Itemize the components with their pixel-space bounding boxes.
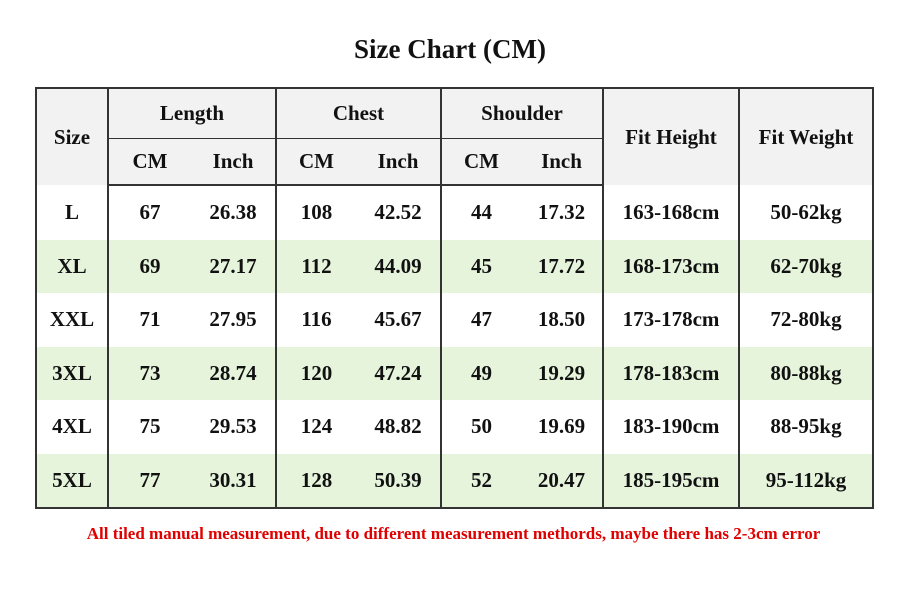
size-label: 4XL [35, 400, 109, 454]
table-cell: 108 [275, 185, 356, 240]
table-cell: 62-70kg [738, 239, 875, 293]
table-row: 5XL 77 30.31 128 50.39 52 20.47 185-195cm 95-112… [35, 453, 875, 509]
size-label: XL [35, 239, 109, 293]
table-cell: 168-173cm [602, 239, 741, 293]
column-header: Length [107, 87, 277, 139]
table-row: Size Length Chest Shoulder Fit Height Fit Wei… [35, 87, 875, 185]
sub-header: Inch [521, 138, 605, 186]
table-cell: 44 [440, 185, 521, 240]
table-cell: 28.74 [191, 346, 277, 400]
table-cell: 50 [440, 400, 521, 454]
table-cell: 17.32 [521, 185, 605, 240]
column-header: Fit Weight [738, 87, 875, 185]
table-cell: 42.52 [356, 185, 442, 240]
table-cell: 95-112kg [738, 453, 875, 509]
table-cell: 173-178cm [602, 293, 741, 347]
table-cell: 116 [275, 293, 356, 347]
table-row: CM Inch CM Inch CM Inch [36, 138, 873, 186]
table-cell: 128 [275, 453, 356, 509]
table-cell: 18.50 [521, 293, 605, 347]
table-cell: 178-183cm [602, 346, 741, 400]
column-header: Fit Height [602, 87, 741, 185]
table-row: 3XL 73 28.74 120 47.24 49 19.29 178-183cm 80-88k… [35, 346, 875, 400]
table-cell: 73 [107, 346, 191, 400]
size-label: L [35, 185, 109, 240]
table-cell: 50-62kg [738, 185, 875, 240]
table-cell: 50.39 [356, 453, 442, 509]
table-cell: 30.31 [191, 453, 277, 509]
table-cell: 52 [440, 453, 521, 509]
table-cell: 75 [107, 400, 191, 454]
table-cell: 44.09 [356, 239, 442, 293]
table-cell: 20.47 [521, 453, 605, 509]
column-header: Shoulder [439, 87, 605, 139]
table-cell: 120 [275, 346, 356, 400]
size-label: 3XL [35, 346, 109, 400]
column-header: Size [35, 87, 109, 185]
size-table: Size Length Chest Shoulder Fit Height Fit Wei… [35, 87, 875, 509]
table-cell: 80-88kg [738, 346, 875, 400]
table-cell: 72-80kg [738, 293, 875, 347]
table-cell: 124 [275, 400, 356, 454]
table-cell: 27.17 [191, 239, 277, 293]
table-cell: 69 [107, 239, 191, 293]
sub-header: Inch [191, 138, 277, 186]
table-cell: 19.29 [521, 346, 605, 400]
table-cell: 47.24 [356, 346, 442, 400]
sub-header: Inch [356, 138, 442, 186]
table-cell: 26.38 [191, 185, 277, 240]
table-cell: 27.95 [191, 293, 277, 347]
table-cell: 45 [440, 239, 521, 293]
note: All tiled manual measurement, due to dif… [86, 524, 821, 543]
table-cell: 49 [440, 346, 521, 400]
table-cell: 19.69 [521, 400, 605, 454]
sub-header: CM [440, 138, 521, 186]
table-cell: 29.53 [191, 400, 277, 454]
table-cell: 163-168cm [602, 185, 741, 240]
size-label: 5XL [35, 453, 109, 509]
table-cell: 47 [440, 293, 521, 347]
table-cell: 17.72 [521, 239, 605, 293]
table-row: XL 69 27.17 112 44.09 45 17.72 168-173cm 62-70kg [35, 239, 875, 293]
table-row: 4XL 75 29.53 124 48.82 50 19.69 183-190cm 88-95k… [35, 400, 875, 454]
table-cell: 112 [275, 239, 356, 293]
table-cell: 183-190cm [602, 400, 741, 454]
table-cell: 88-95kg [738, 400, 875, 454]
size-label: XXL [35, 293, 109, 347]
sub-header: CM [107, 138, 191, 186]
table-cell: 185-195cm [602, 453, 741, 509]
table-cell: 45.67 [356, 293, 442, 347]
column-header: Chest [275, 87, 442, 139]
table-row: L 67 26.38 108 42.52 44 17.32 163-168cm 50-62kg [35, 185, 875, 240]
table-cell: 48.82 [356, 400, 442, 454]
table-cell: 71 [107, 293, 191, 347]
table-cell: 67 [107, 185, 191, 240]
table-cell: 77 [107, 453, 191, 509]
title: Size Chart (CM) [354, 34, 546, 64]
sub-header: CM [275, 138, 356, 186]
table-row: XXL 71 27.95 116 45.67 47 18.50 173-178cm 72-80k… [35, 293, 875, 347]
